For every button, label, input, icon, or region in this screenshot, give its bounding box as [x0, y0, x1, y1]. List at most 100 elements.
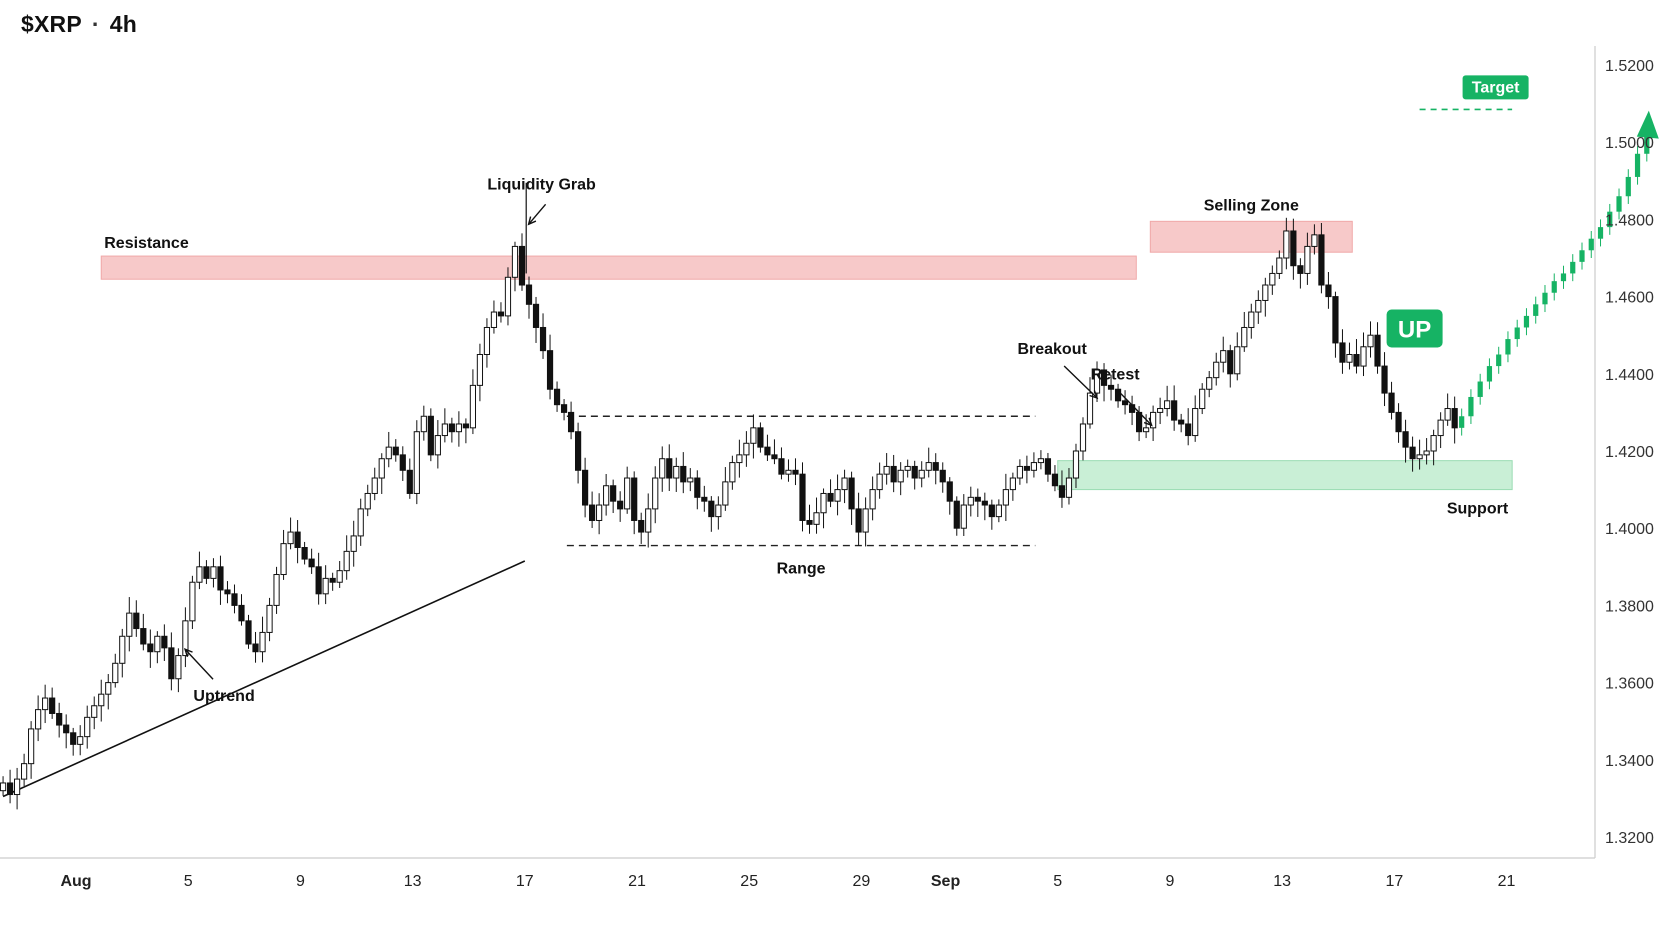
candle: [1072, 443, 1080, 489]
candle: [673, 457, 680, 492]
candle-body-down: [638, 519, 645, 533]
candle: [1269, 265, 1276, 295]
candle: [1164, 385, 1171, 417]
candle: [946, 477, 953, 515]
candle-body-up: [1283, 230, 1290, 259]
zone-support: [1057, 460, 1513, 491]
candle: [939, 462, 946, 493]
candle: [764, 434, 771, 461]
candle: [1213, 352, 1220, 386]
candle: [350, 520, 357, 567]
candle: [897, 462, 904, 496]
candle-body-down: [1374, 334, 1381, 367]
candle-body-up: [869, 489, 876, 510]
candle: [84, 705, 91, 749]
candle: [1444, 393, 1451, 426]
candle-body-down: [553, 388, 561, 406]
candle: [1030, 452, 1038, 478]
projection-body: [1542, 292, 1548, 305]
candle: [701, 485, 708, 512]
candle-body-down: [70, 732, 77, 745]
projection-body: [1514, 327, 1520, 340]
candle-body-up: [785, 469, 792, 475]
candle: [63, 714, 70, 749]
candle-body-down: [589, 504, 596, 521]
candle-body-up: [1093, 369, 1101, 394]
candle: [1381, 352, 1388, 407]
timeframe-label: 4h: [109, 11, 137, 37]
candle-body-up: [736, 454, 743, 464]
candle-body-up: [287, 531, 294, 545]
candle: [77, 725, 84, 756]
candle-body-up: [960, 504, 967, 529]
candle: [518, 233, 526, 291]
candle: [238, 594, 245, 626]
candle-body-up: [77, 736, 84, 745]
candle-body-up: [273, 574, 280, 606]
projection-body: [1616, 196, 1622, 212]
candle: [855, 492, 862, 546]
candle-body-up: [862, 508, 869, 533]
candle-body-up: [154, 635, 161, 653]
candle: [722, 467, 729, 511]
candle: [841, 469, 848, 504]
candle: [1325, 272, 1332, 309]
candle-body-down: [771, 454, 778, 460]
projection-candle: [1560, 265, 1567, 289]
candle: [357, 498, 364, 546]
candle-body-down: [806, 519, 813, 525]
time-tick-label: 21: [1498, 873, 1516, 890]
projection-candle: [1505, 331, 1511, 363]
projection-body: [1588, 238, 1594, 251]
candle-body-down: [1107, 384, 1115, 390]
candle-body-up: [371, 477, 378, 494]
candle-body-down: [301, 547, 308, 560]
candle-body-down: [855, 508, 862, 533]
candle-body-up: [750, 427, 757, 444]
candle: [546, 334, 554, 400]
candle: [911, 460, 918, 490]
candle-body-down: [462, 423, 469, 429]
candle-body-up: [1143, 427, 1150, 433]
candle: [1185, 408, 1192, 446]
candle: [988, 499, 995, 530]
candle: [743, 431, 750, 467]
candle-body-up: [420, 415, 427, 433]
symbol-label: $XRP: [21, 11, 82, 37]
candle-body-up: [490, 311, 498, 328]
candle-body-down: [610, 485, 617, 502]
candle: [799, 462, 806, 532]
candle: [1100, 363, 1108, 402]
candle-body-down: [329, 577, 336, 583]
candle: [1037, 450, 1045, 470]
candle-body-up: [1009, 477, 1016, 491]
up-label: UP: [1398, 316, 1431, 343]
candle-body-down: [1290, 230, 1297, 267]
projection-body: [1634, 153, 1641, 177]
candle: [806, 504, 813, 534]
title-separator: ·: [91, 11, 100, 37]
candle-body-up: [967, 496, 974, 506]
candle-body-up: [1192, 408, 1199, 437]
projection-body: [1496, 354, 1502, 367]
candle: [231, 584, 238, 614]
candle-body-up: [1276, 257, 1283, 274]
projection-body: [1607, 211, 1613, 228]
candle: [329, 572, 336, 591]
candle: [1009, 472, 1016, 501]
time-tick-label: Sep: [931, 873, 961, 890]
candle-body-down: [1171, 400, 1178, 421]
projection-candle: [1468, 389, 1474, 424]
projection-candle: [1570, 254, 1576, 282]
candle: [1023, 455, 1030, 484]
projection-arrowhead: [1636, 110, 1659, 139]
candle-body-up: [1234, 346, 1241, 375]
candle-body-down: [1388, 392, 1395, 413]
candle: [308, 548, 315, 574]
candle-body-up: [687, 477, 694, 483]
candle: [708, 496, 715, 532]
candle: [147, 629, 154, 668]
candle-body-down: [701, 496, 708, 502]
candle-body-down: [567, 411, 575, 433]
candle-body-up: [1430, 435, 1437, 452]
